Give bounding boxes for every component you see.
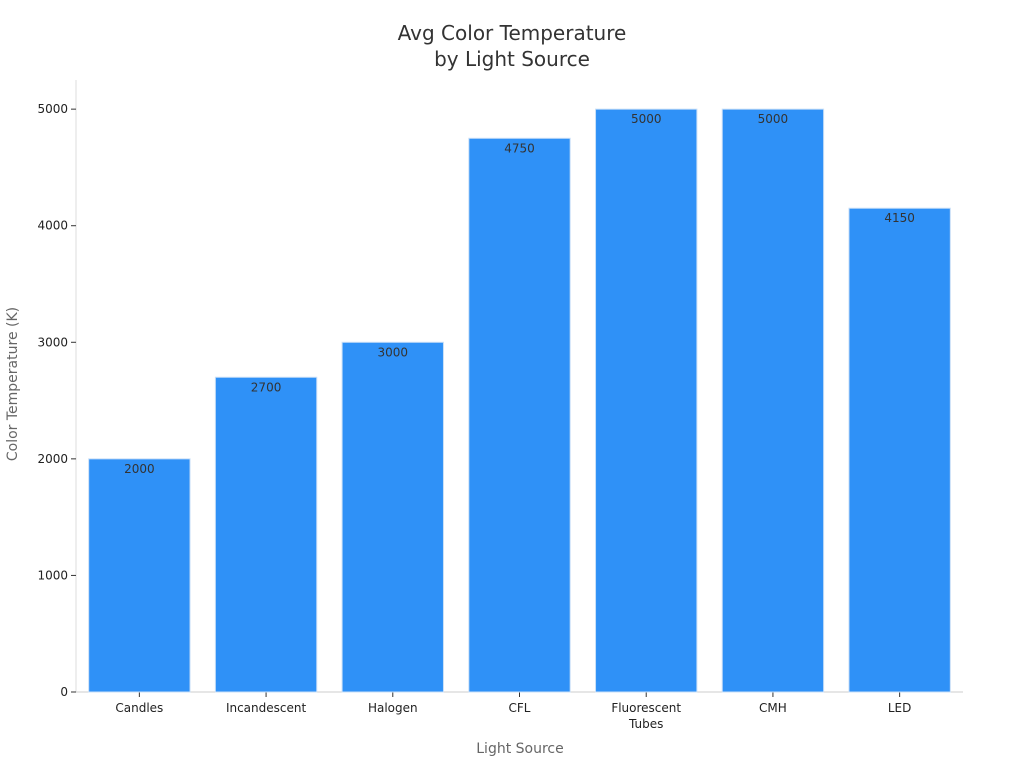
x-tick-label: LED [887,701,912,715]
value-label: 4150 [884,211,915,225]
value-label: 5000 [758,112,789,126]
value-label: 2700 [251,380,282,394]
y-tick-label: 1000 [37,568,68,582]
value-label: 3000 [378,345,409,359]
bar [341,341,444,693]
bar [848,207,951,693]
value-label: 4750 [504,141,535,155]
bar [88,458,191,693]
x-tick-label: Halogen [367,701,418,715]
y-tick-label: 0 [60,685,68,699]
x-tick-label: Fluorescent Tubes [611,701,682,731]
y-tick-label: 4000 [37,219,68,233]
bar [721,108,825,693]
y-tick-label: 5000 [37,102,68,116]
y-tick-label: 3000 [37,335,68,349]
bar [214,376,318,693]
y-tick-label: 2000 [37,452,68,466]
value-label: 5000 [631,112,662,126]
x-tick-label: Incandescent [225,701,307,715]
x-tick-label: Candles [115,701,164,715]
x-tick-label: CMH [759,701,787,715]
value-label: 2000 [124,462,155,476]
y-axis-label: Color Temperature (K) [5,306,21,462]
bar [595,108,698,693]
chart-title: Avg Color Temperature by Light Source [397,21,627,71]
bar [468,137,571,693]
x-tick-label: CFL [508,701,531,715]
x-axis-label: Light Source [476,741,564,757]
